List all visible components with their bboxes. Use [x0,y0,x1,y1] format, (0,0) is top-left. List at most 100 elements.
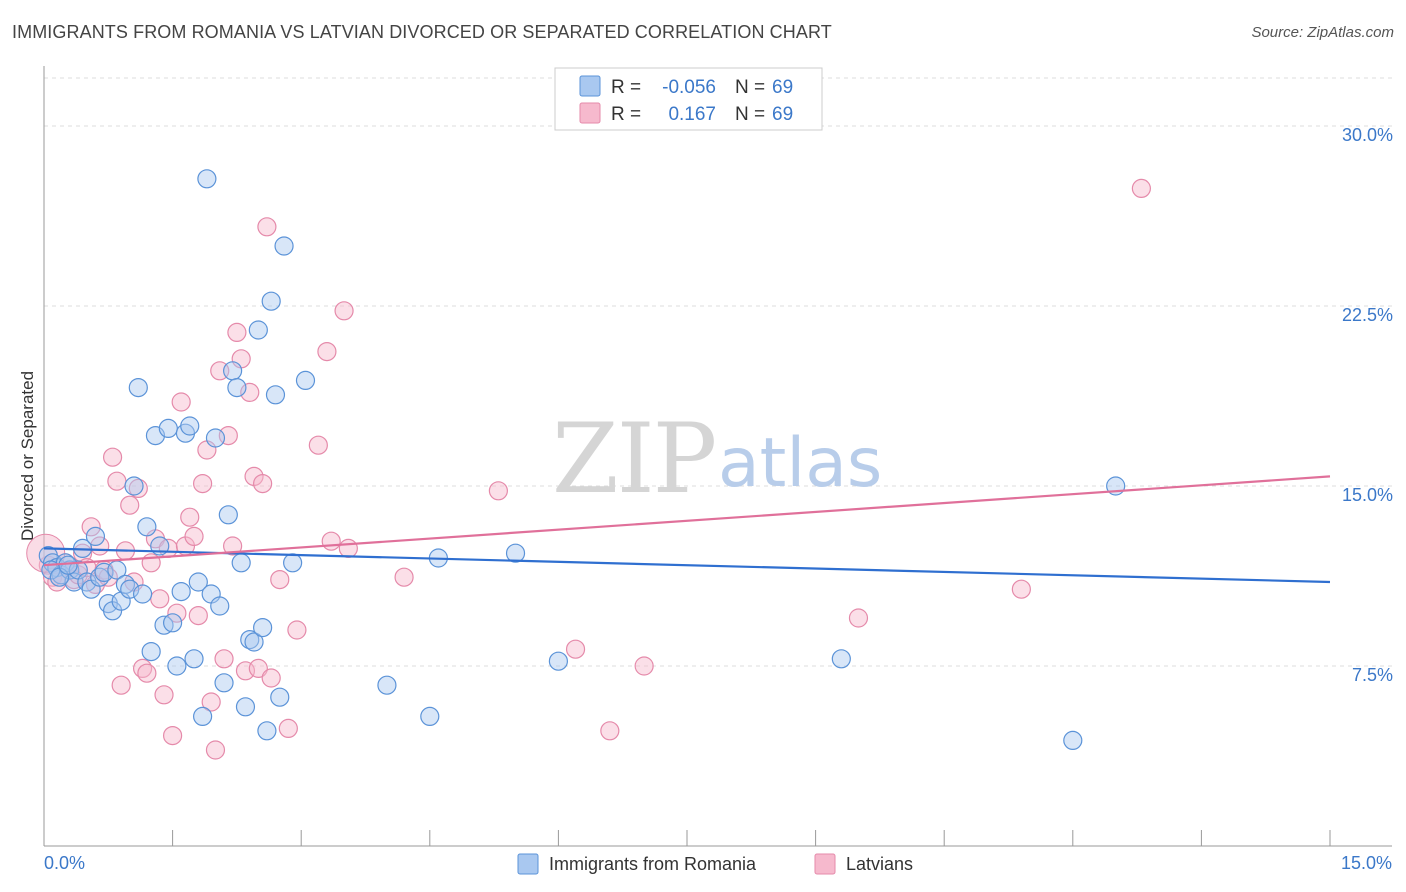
data-point [283,553,303,573]
legend-swatch-pink [579,102,601,124]
data-point [137,663,157,683]
data-point [394,567,414,587]
data-point [334,301,354,321]
data-point [167,656,187,676]
axis-layer: 7.5% 15.0% 22.5% 30.0% 0.0% 15.0% [43,66,1393,873]
data-point [201,692,221,712]
y-tick-label: 7.5% [1352,665,1393,685]
data-point [253,617,273,638]
legend-r-value-blue: -0.056 [662,77,716,98]
data-point [163,725,183,746]
data-point [167,603,187,623]
data-point [102,447,123,467]
data-point [107,471,127,491]
data-point [184,526,204,547]
data-point [85,526,106,547]
y-axis-label: Divorced or Separated [18,371,37,541]
data-point [270,687,290,707]
data-point [205,740,226,760]
data-point [248,658,268,679]
bottom-legend-label-blue: Immigrants from Romania [549,854,757,874]
source-note: Source: ZipAtlas.com [1251,24,1394,41]
x-tick-label-max: 15.0% [1341,853,1392,873]
data-point [141,641,161,662]
data-point [248,320,268,340]
watermark: ZIP atlas [552,403,882,515]
data-point [308,435,328,455]
data-point [214,673,234,693]
y-tick-label: 30.0% [1342,125,1393,145]
data-point [158,418,178,438]
data-point [235,697,256,717]
data-point [488,481,508,501]
data-point [171,581,191,602]
data-point [831,649,851,669]
data-point [261,291,281,311]
data-point [58,555,78,575]
data-point [231,553,251,573]
data-point [81,517,101,537]
legend-swatch-blue [579,75,601,97]
data-point [180,507,200,527]
data-point [548,651,569,671]
data-point [132,584,153,604]
legend-r-value-pink: 0.167 [668,104,716,125]
data-point [253,474,273,494]
watermark-zip: ZIP [552,403,715,515]
trend-line-latvians [43,475,1331,567]
data-point [171,392,191,412]
data-point [270,569,290,590]
data-point [197,169,217,189]
y-tick-label: 15.0% [1342,485,1393,505]
data-point [184,649,204,669]
legend-n-value-pink: 69 [772,104,793,125]
data-point [227,378,247,398]
data-point [317,342,337,362]
data-point [124,476,144,496]
data-point [154,685,174,705]
data-point [223,361,243,381]
data-point [180,416,200,436]
data-point [274,236,294,256]
data-point [193,474,213,494]
data-point [120,495,140,515]
data-point [257,721,277,741]
series-immigrants-from-romania [38,169,1126,751]
bottom-legend-swatch-pink [814,853,836,875]
legend-n-value-blue: 69 [772,77,793,98]
legend-r-label-pink: R = [611,104,641,125]
data-point [848,608,869,628]
data-point [261,668,281,688]
data-point [214,649,234,669]
data-point [505,543,526,563]
data-point [420,706,440,727]
data-point [377,675,397,695]
data-point [295,370,316,390]
data-point [218,505,238,525]
data-point [338,538,358,559]
data-point [188,605,208,626]
data-point [600,721,620,741]
data-point [240,382,260,402]
legend-n-label-blue: N = [735,77,765,98]
x-tick-label-min: 0.0% [44,853,85,873]
data-point [565,639,586,659]
data-point [205,428,226,448]
data-point [210,596,230,616]
data-point [128,378,148,398]
data-point [287,620,307,640]
data-point [1063,730,1083,751]
data-point [257,217,277,237]
correlation-legend: R = -0.056 N = 69 R = 0.167 N = 69 [554,67,823,131]
legend-n-label-pink: N = [735,104,765,125]
legend-r-label-blue: R = [611,77,641,98]
data-point [188,572,208,592]
data-point [111,675,131,695]
series-legend: Immigrants from Romania Latvians [517,853,913,875]
chart-title: IMMIGRANTS FROM ROMANIA VS LATVIAN DIVOR… [12,22,832,42]
data-point [137,517,157,537]
y-tick-label: 22.5% [1342,305,1393,325]
data-point [1131,178,1151,198]
data-point [227,322,247,342]
